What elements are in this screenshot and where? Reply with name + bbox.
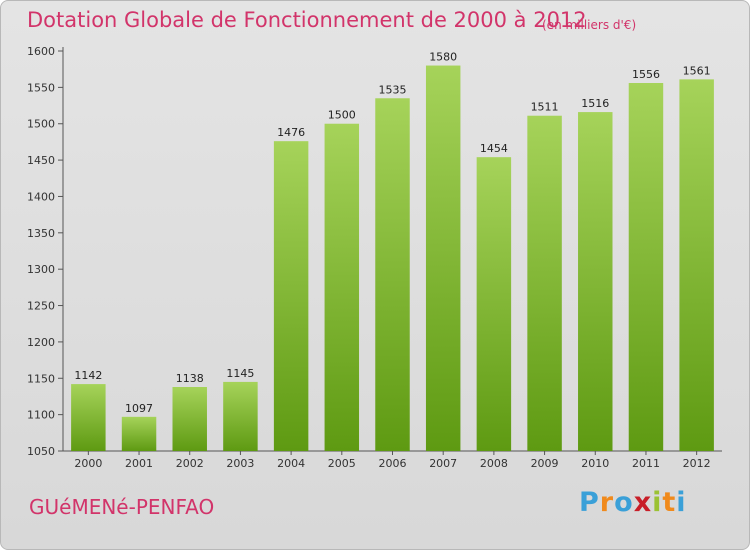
logo-letter: o — [614, 487, 634, 518]
bar-2003 — [223, 381, 258, 451]
bar-2002 — [172, 387, 207, 451]
x-tick-label-2002: 2002 — [176, 457, 204, 470]
data-label-2005: 1500 — [328, 109, 356, 122]
data-label-2009: 1511 — [531, 101, 559, 114]
x-tick-label-2005: 2005 — [328, 457, 356, 470]
bar-2012 — [679, 79, 714, 451]
x-tick-label-2008: 2008 — [480, 457, 508, 470]
y-tick-label: 1550 — [27, 81, 55, 94]
x-tick-label-2004: 2004 — [277, 457, 305, 470]
bar-2007 — [425, 65, 461, 451]
data-label-2004: 1476 — [277, 126, 305, 139]
data-label-2007: 1580 — [429, 51, 457, 64]
bar-2004 — [273, 141, 309, 451]
x-tick-label-2006: 2006 — [379, 457, 407, 470]
bar-2005 — [324, 123, 360, 452]
logo-letter: i — [676, 487, 687, 518]
y-tick-label: 1150 — [27, 372, 55, 385]
chart-subtitle: (en milliers d'€) — [542, 18, 637, 32]
commune-name: GUéMENé-PENFAO — [29, 495, 215, 519]
y-tick-label: 1350 — [27, 227, 55, 240]
bar-2001 — [121, 416, 157, 451]
data-label-2012: 1561 — [683, 64, 711, 77]
logo-letter: t — [662, 487, 677, 518]
labels-group: 1142 2000 1097 2001 1138 2002 1145 2003 1476 2004… — [74, 51, 710, 470]
data-label-2001: 1097 — [125, 402, 153, 415]
data-label-2008: 1454 — [480, 142, 508, 155]
proxiti-logo: Proxiti — [579, 487, 687, 518]
data-label-2010: 1516 — [581, 97, 609, 110]
y-tick-label: 1300 — [27, 263, 55, 276]
y-tick-label: 1500 — [27, 118, 55, 131]
y-tick-label: 1100 — [27, 409, 55, 422]
chart-title: Dotation Globale de Fonctionnement de 20… — [27, 8, 587, 32]
logo-letter: x — [633, 487, 653, 518]
y-tick-label: 1250 — [27, 300, 55, 313]
data-label-2003: 1145 — [226, 367, 254, 380]
data-label-2000: 1142 — [74, 369, 102, 382]
y-tick-label: 1400 — [27, 190, 55, 203]
data-label-2011: 1556 — [632, 68, 660, 81]
bar-2010 — [578, 112, 613, 451]
bar-2008 — [476, 157, 512, 451]
logo-letter: r — [599, 487, 615, 518]
x-tick-label-2009: 2009 — [531, 457, 559, 470]
bar-2006 — [375, 98, 410, 451]
axes-group: 1050 1100 1150 1200 1250 1300 1350 1400 1450 1500… — [27, 45, 722, 458]
bar-2009 — [527, 115, 562, 452]
x-tick-label-2000: 2000 — [74, 457, 102, 470]
bar-2000 — [71, 384, 106, 451]
x-tick-label-2011: 2011 — [632, 457, 660, 470]
data-label-2006: 1535 — [379, 83, 407, 96]
logo-letter: P — [579, 487, 600, 518]
y-tick-label: 1450 — [27, 154, 55, 167]
x-tick-label-2010: 2010 — [581, 457, 609, 470]
x-tick-label-2007: 2007 — [429, 457, 457, 470]
y-tick-label: 1050 — [27, 445, 55, 458]
y-tick-label: 1200 — [27, 336, 55, 349]
bar-2011 — [628, 83, 664, 451]
data-label-2002: 1138 — [176, 372, 204, 385]
x-tick-label-2003: 2003 — [226, 457, 254, 470]
x-tick-label-2012: 2012 — [683, 457, 711, 470]
bars-group — [71, 65, 714, 452]
y-tick-label: 1600 — [27, 45, 55, 58]
x-tick-label-2001: 2001 — [125, 457, 153, 470]
logo-letter: i — [652, 487, 663, 518]
